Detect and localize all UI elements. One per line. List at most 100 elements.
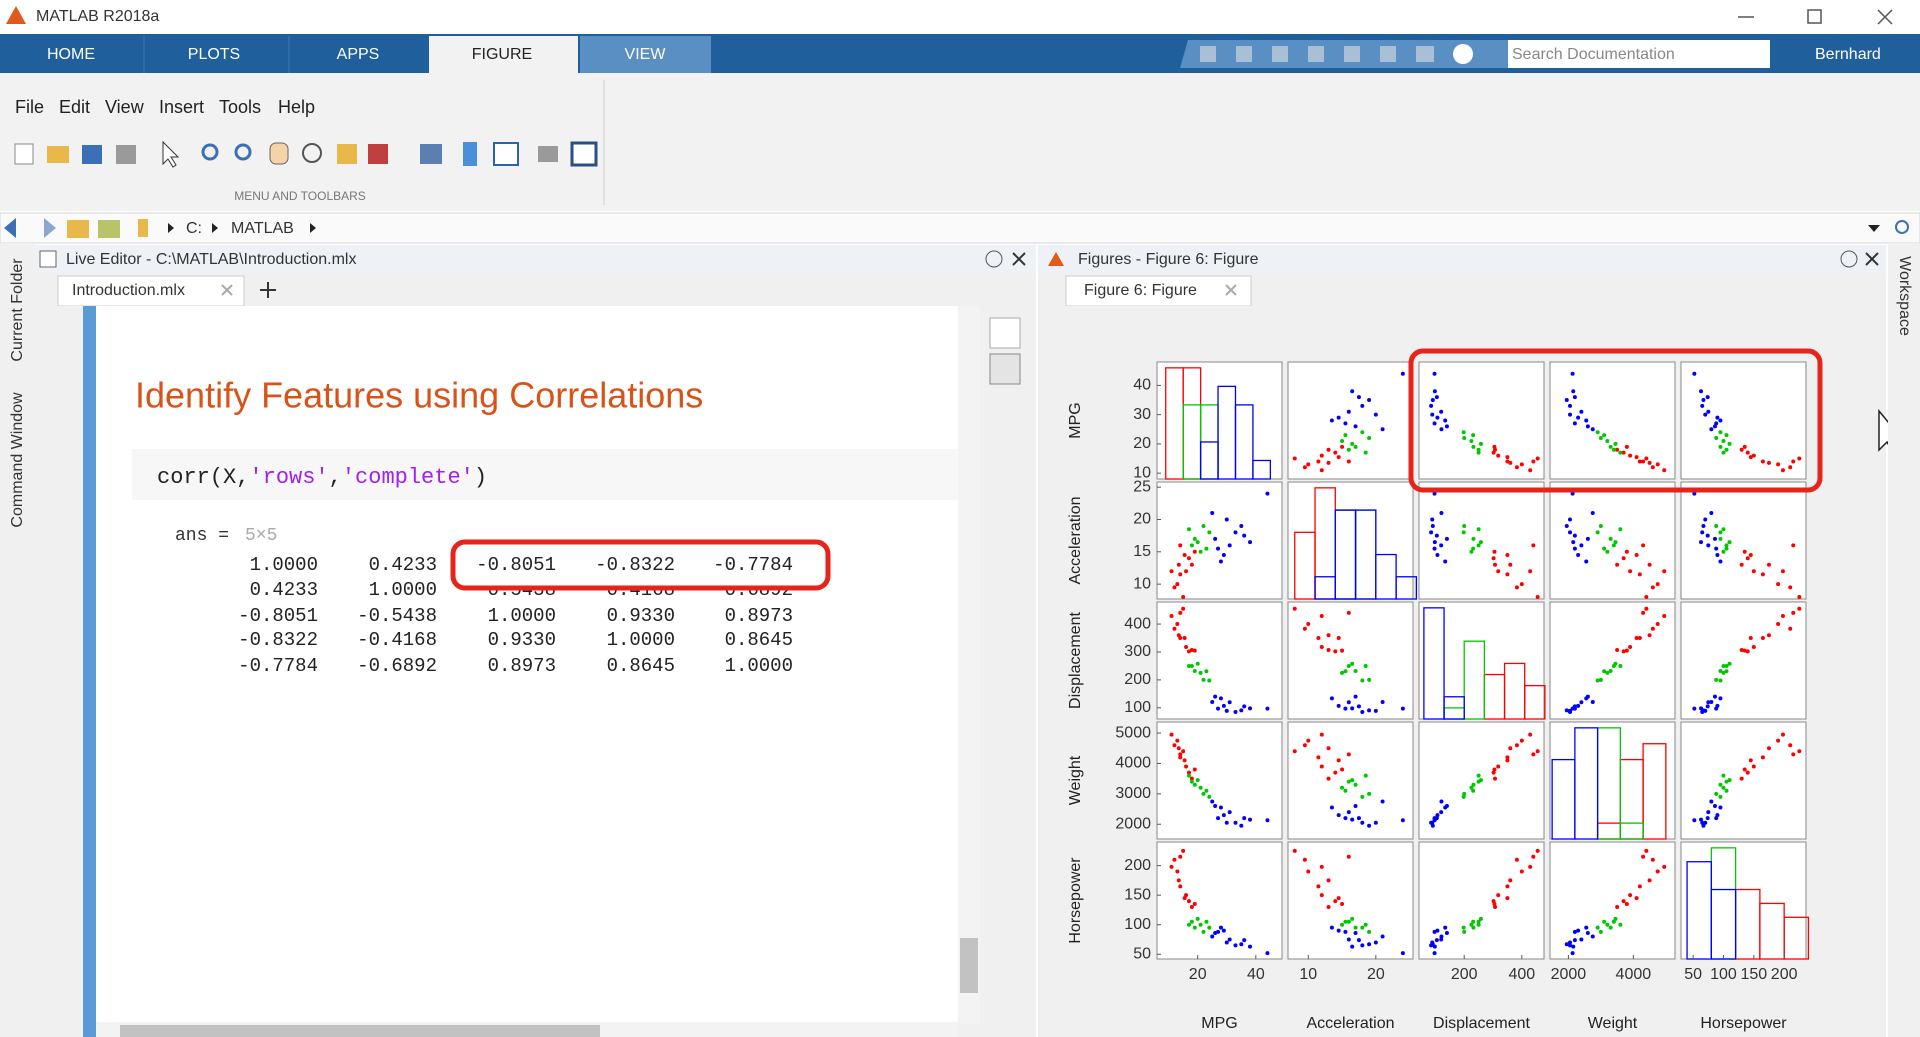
forward-button[interactable] [44,218,56,238]
data-point [1192,536,1197,541]
up-folder-button[interactable] [67,220,89,238]
y-tick-label: 300 [1124,643,1151,660]
menu-item[interactable]: View [105,97,145,117]
data-point [1242,938,1247,943]
menu-item[interactable]: File [15,97,44,117]
output-name: ans = [175,526,229,546]
menu-item[interactable]: Tools [219,97,261,117]
browse-button[interactable] [98,220,120,238]
data-point [1641,543,1646,548]
panel [1549,841,1676,960]
menu-item[interactable]: Edit [59,97,90,117]
data-point [1224,820,1229,825]
histogram-bar [1463,640,1486,720]
scroll-thumb[interactable] [960,938,978,993]
data-point [1621,899,1626,904]
matrix-cell: -0.8051 [476,554,556,576]
data-point [1718,794,1723,799]
editor-scrollbar[interactable] [958,306,980,1024]
y-tick-label: 20 [1133,511,1151,528]
data-point [1326,648,1331,653]
data-point [1572,938,1577,943]
address-segment[interactable]: MATLAB [231,220,294,237]
output-right-button[interactable] [989,353,1021,385]
matrix-cell: -0.8322 [595,554,675,576]
address-search[interactable] [1895,220,1909,234]
data-point [1469,549,1474,554]
address-segment[interactable]: C: [186,220,202,237]
data-point [1791,752,1796,757]
help-button[interactable] [1453,44,1473,64]
editor-actions[interactable] [985,250,1003,268]
data-point [1709,427,1714,432]
sidebar-tab[interactable]: Current Folder [9,258,26,362]
back-button[interactable] [4,218,16,238]
data-point [1346,409,1351,414]
data-point [1227,700,1232,705]
tab-close[interactable] [1225,284,1237,296]
data-point [1742,648,1747,653]
data-point [1496,764,1501,769]
address-dropdown[interactable] [1868,225,1880,232]
data-point [1319,732,1324,737]
ribbon-tab[interactable]: PLOTS [188,46,240,63]
data-point [1590,511,1595,516]
data-point [1662,864,1667,869]
data-point [1745,770,1750,775]
section-bar [83,306,96,1037]
matrix-cell: -0.7784 [238,655,318,677]
quick-access-icons[interactable] [1200,46,1434,62]
ribbon-tab-selected[interactable] [429,36,578,73]
output-inline-button[interactable] [989,317,1021,349]
data-point [1182,636,1187,641]
new-tab[interactable] [260,282,276,298]
data-point [1508,460,1513,465]
data-point [1192,648,1197,653]
menu-item[interactable]: Help [278,97,315,117]
data-point [1712,694,1717,699]
data-point [1751,764,1756,769]
sidebar-tab[interactable]: Workspace [1896,256,1913,336]
ribbon-tab[interactable]: FIGURE [472,46,532,63]
row-label: Displacement [1067,611,1084,708]
data-point [1213,694,1218,699]
data-point [1692,818,1697,823]
data-point [1721,773,1726,778]
search-icon[interactable] [1779,45,1793,59]
editor-tab-label[interactable]: Introduction.mlx [72,282,185,299]
data-point [1797,595,1802,600]
toolbar-icons[interactable] [14,140,598,168]
figure-close[interactable] [1865,252,1879,266]
ribbon-tab-contextual[interactable] [580,36,711,73]
close-button[interactable] [1877,9,1893,25]
restore-button[interactable] [1807,9,1822,24]
y-tick-label: 5000 [1115,724,1151,741]
y-tick-label: 400 [1124,615,1151,632]
data-point [1195,778,1200,783]
figure-tab-label[interactable]: Figure 6: Figure [1084,282,1197,299]
data-point [1745,556,1750,561]
data-point [1703,708,1708,713]
figure-tab[interactable] [1065,275,1252,307]
y-tick-label: 10 [1133,464,1151,481]
h-scroll-thumb[interactable] [120,1025,600,1037]
y-tick-label: 10 [1133,575,1151,592]
ribbon-tab[interactable]: APPS [337,46,380,63]
user-menu[interactable]: Bernhard [1815,46,1881,63]
search-box[interactable] [1508,40,1770,68]
editor-tab[interactable] [57,275,245,307]
data-point [1210,511,1215,516]
matrix-cell: 0.8645 [607,655,675,677]
ribbon-tab[interactable]: VIEW [625,46,667,63]
editor-close[interactable] [1012,252,1026,266]
ribbon-tab[interactable]: HOME [47,46,95,63]
data-point [1564,942,1569,947]
data-point [1189,543,1194,548]
figure-actions[interactable] [1840,250,1858,268]
data-point [1478,778,1483,783]
tab-close[interactable] [221,284,233,296]
data-point [1718,805,1723,810]
menu-item[interactable]: Insert [159,97,204,117]
sidebar-tab[interactable]: Command Window [9,392,26,528]
data-point [1192,767,1197,772]
